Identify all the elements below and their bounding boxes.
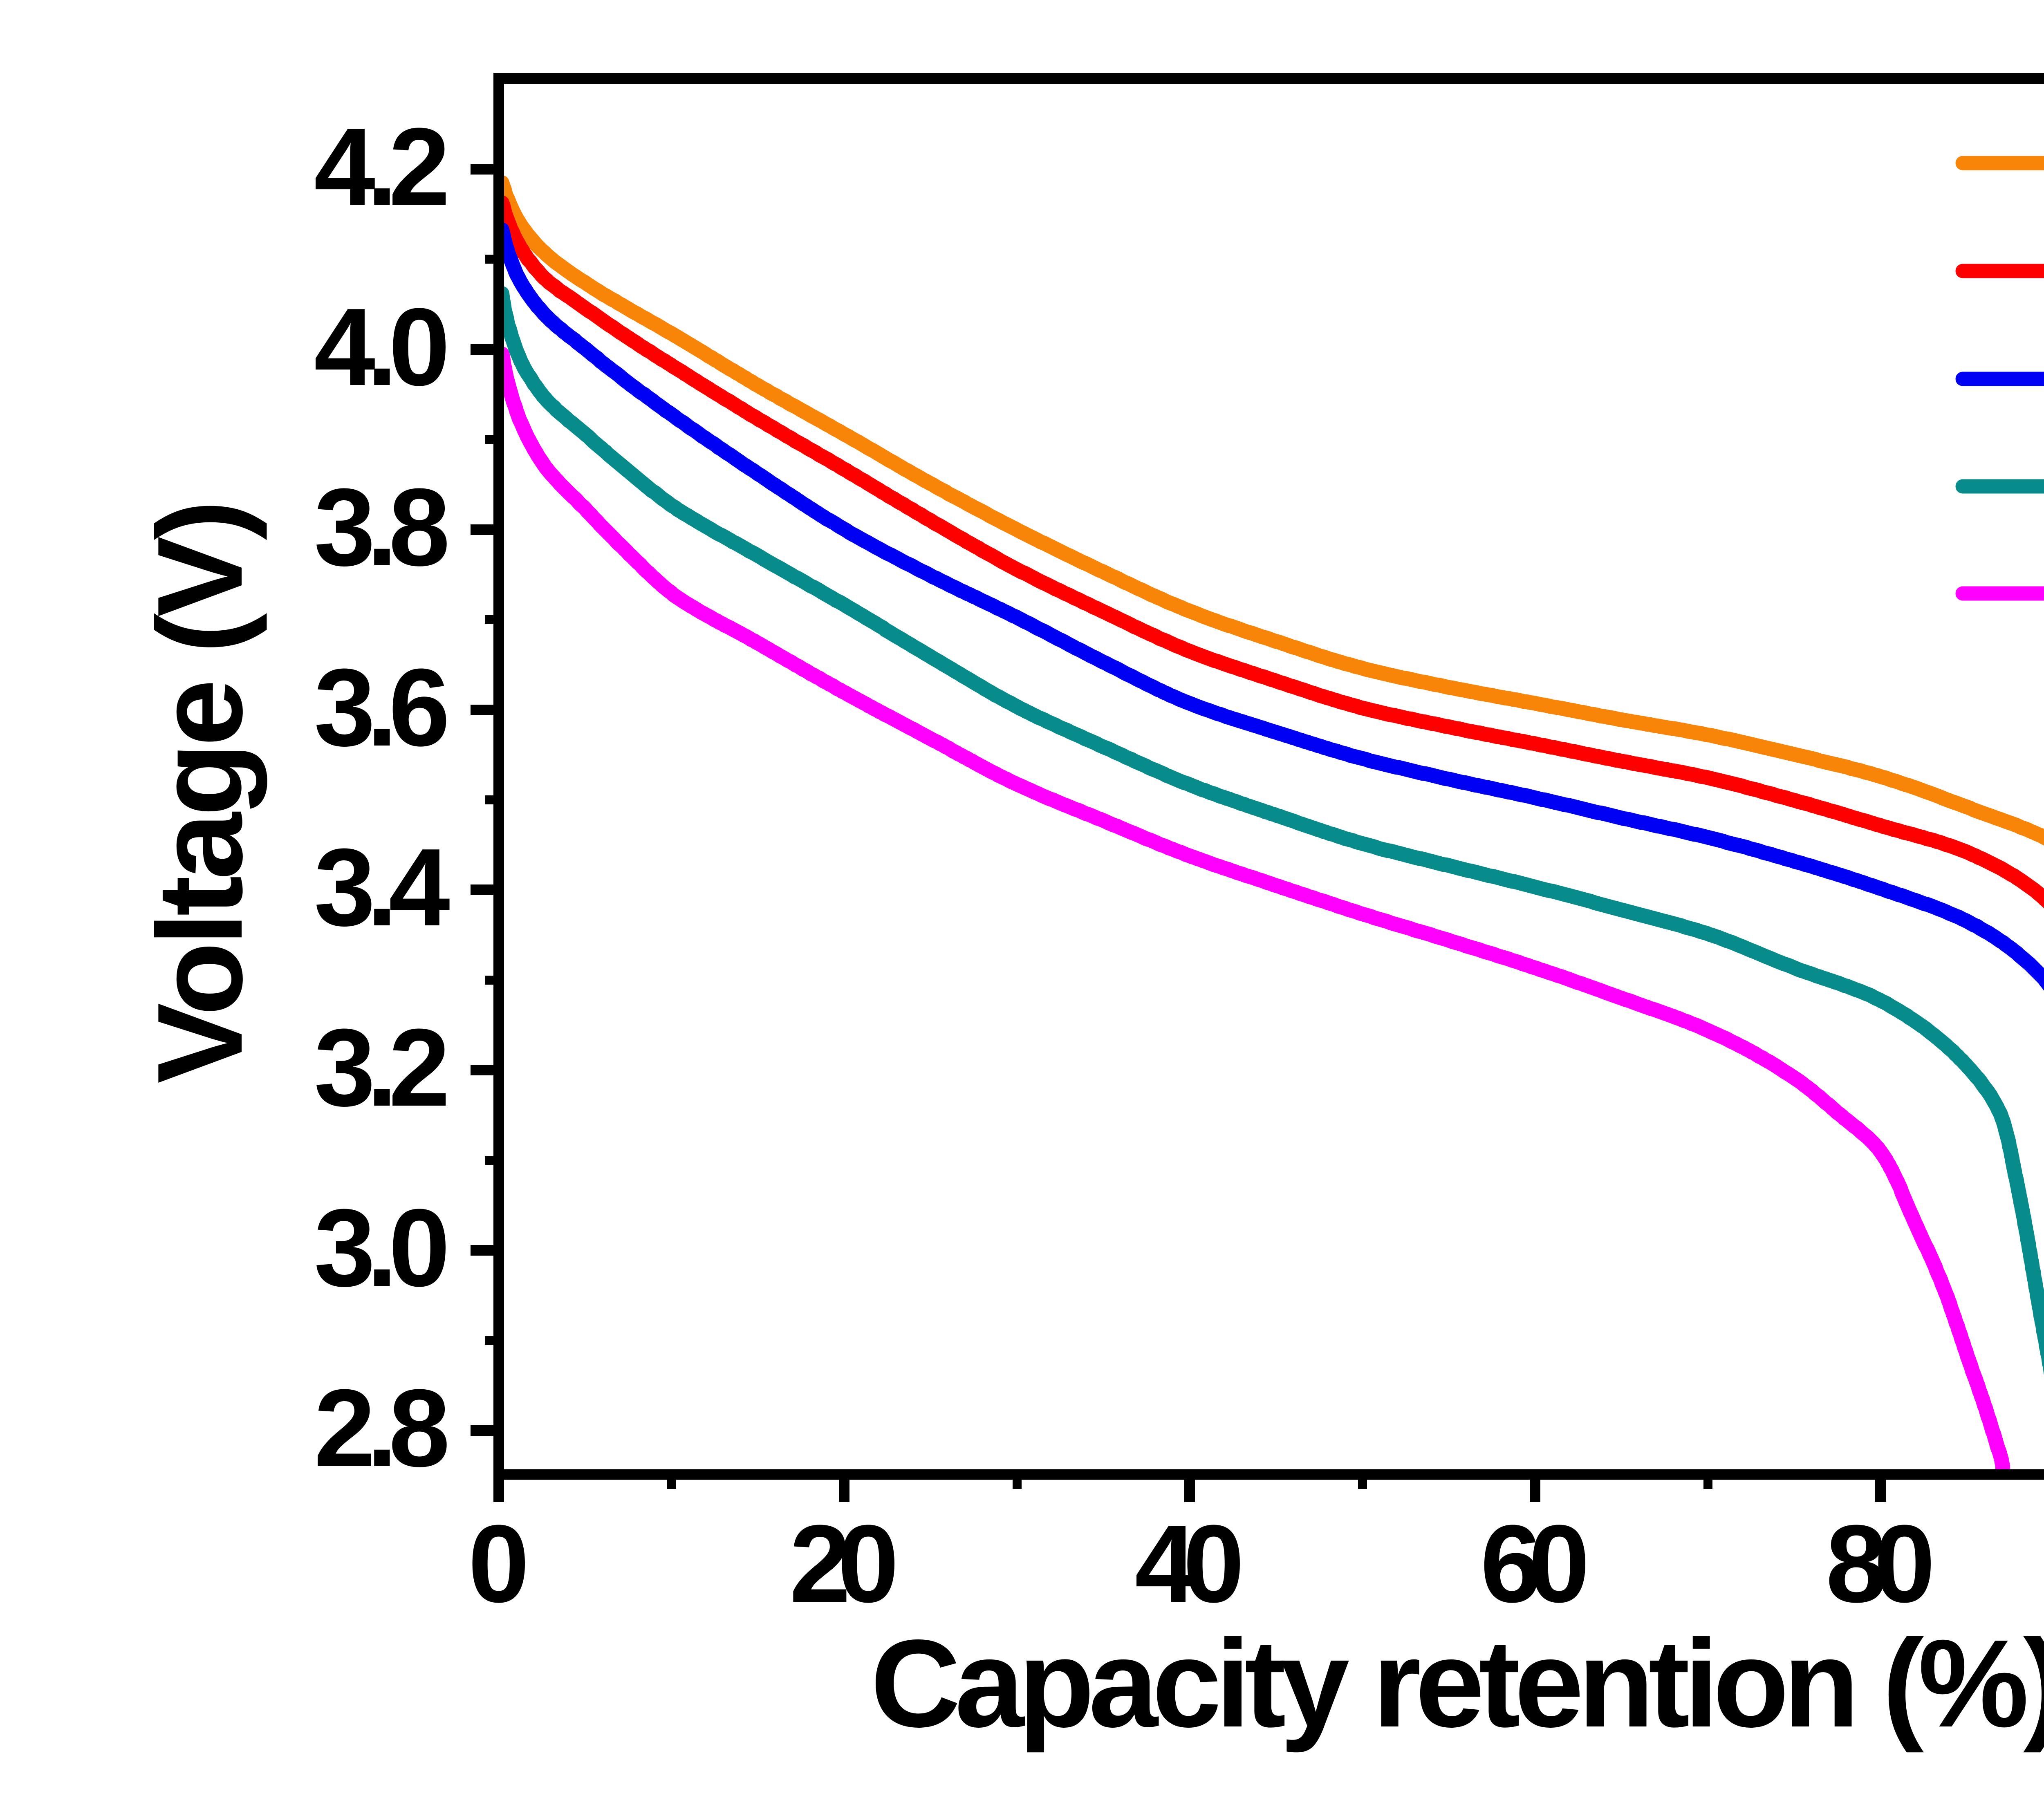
svg-text:40: 40 [1135,1502,1244,1626]
svg-text:2.8: 2.8 [314,1367,450,1490]
svg-text:Capacity retention (%): Capacity retention (%) [871,1614,2044,1754]
svg-text:4.0: 4.0 [314,286,450,409]
svg-text:3.2: 3.2 [314,1006,450,1129]
svg-text:3.4: 3.4 [314,826,451,949]
svg-text:3.6: 3.6 [314,646,450,769]
svg-text:20: 20 [789,1502,899,1626]
svg-text:3.8: 3.8 [314,466,450,589]
svg-text:3.0: 3.0 [314,1187,450,1310]
svg-text:80: 80 [1826,1502,1935,1626]
svg-text:4.2: 4.2 [314,105,450,228]
svg-text:0: 0 [468,1502,529,1626]
svg-text:Voltage (V): Voltage (V) [132,500,268,1084]
svg-text:60: 60 [1480,1502,1590,1626]
